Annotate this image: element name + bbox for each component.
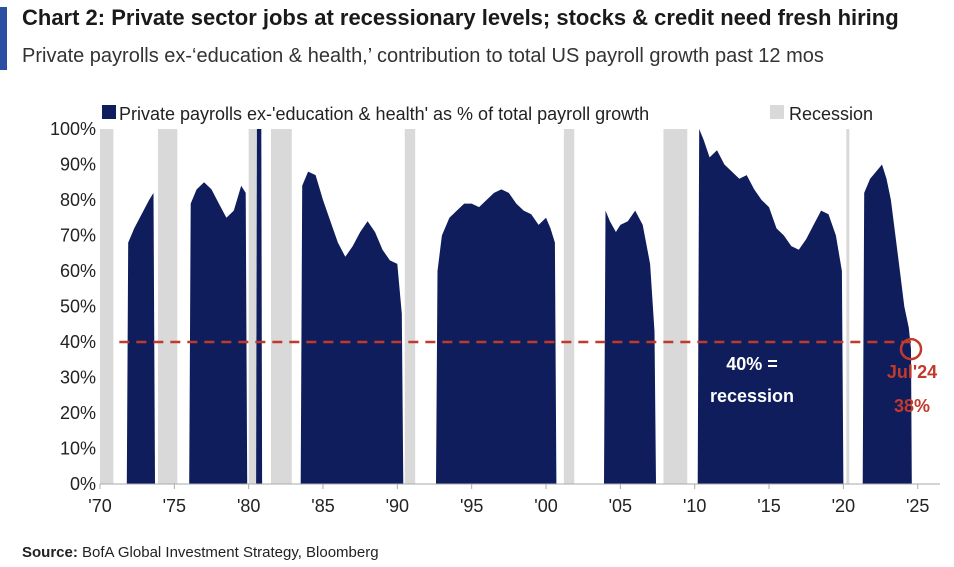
y-tick-label-10: 100% xyxy=(50,119,96,139)
y-tick-label-9: 90% xyxy=(60,155,96,175)
y-tick-label-6: 60% xyxy=(60,261,96,281)
series-segment-2 xyxy=(256,129,263,484)
recession-bands xyxy=(100,129,850,484)
title-accent-bar xyxy=(0,7,7,70)
y-tick-label-7: 70% xyxy=(60,226,96,246)
series-segment-1 xyxy=(189,182,248,485)
threshold-label-line1: 40% = xyxy=(726,354,778,374)
x-tick-label-7: '05 xyxy=(609,496,632,516)
x-tick-label-2: '80 xyxy=(237,496,260,516)
legend-label-series: Private payrolls ex-'education & health'… xyxy=(119,104,649,124)
chart-area: '70 '75 '80 '85 '90 '95 '00 '05 '10 '15 '20 '25 0% 10… xyxy=(50,104,940,516)
threshold xyxy=(119,337,923,361)
x-tick-label-3: '85 xyxy=(311,496,334,516)
callout-label-value: 38% xyxy=(894,396,930,416)
y-tick-label-5: 50% xyxy=(60,297,96,317)
source-text: BofA Global Investment Strategy, Bloombe… xyxy=(82,544,379,561)
x-tick-label-9: '15 xyxy=(757,496,780,516)
chart-subtitle: Private payrolls ex-‘education & health,… xyxy=(22,45,824,67)
threshold-label-line2: recession xyxy=(710,386,794,406)
source-label: Source: xyxy=(22,544,78,561)
x-tick-label-1: '75 xyxy=(163,496,186,516)
series-segment-0 xyxy=(126,192,155,484)
callout-label-date: Jul'24 xyxy=(887,362,937,382)
chart-title: Chart 2: Private sector jobs at recessio… xyxy=(22,5,899,30)
recession-band-6 xyxy=(663,129,688,484)
x-tick-label-11: '25 xyxy=(906,496,929,516)
y-tick-label-1: 10% xyxy=(60,439,96,459)
x-tick-label-5: '95 xyxy=(460,496,483,516)
series-segment-3 xyxy=(300,171,404,484)
y-tick-label-0: 0% xyxy=(70,474,96,494)
series-area xyxy=(126,129,912,485)
y-tick-label-3: 30% xyxy=(60,368,96,388)
x-tick-label-10: '20 xyxy=(832,496,855,516)
x-tick-label-6: '00 xyxy=(534,496,557,516)
recession-band-1 xyxy=(157,129,178,484)
y-tick-label-2: 20% xyxy=(60,403,96,423)
recession-band-2 xyxy=(248,129,257,484)
recession-band-5 xyxy=(563,129,575,484)
callout-circle xyxy=(899,337,923,361)
series-segment-5 xyxy=(604,210,656,484)
legend-label-recession: Recession xyxy=(789,104,873,124)
legend-swatch-series xyxy=(102,105,116,119)
recession-band-4 xyxy=(404,129,416,484)
x-tick-label-0: '70 xyxy=(88,496,111,516)
legend-swatch-recession xyxy=(770,105,784,119)
y-tick-label-8: 80% xyxy=(60,190,96,210)
source-note: Source: BofA Global Investment Strategy,… xyxy=(22,544,379,561)
axes: '70 '75 '80 '85 '90 '95 '00 '05 '10 '15 '20 '25 0% 10… xyxy=(50,119,940,516)
series-segment-7 xyxy=(862,164,912,484)
recession-band-7 xyxy=(846,129,850,484)
recession-band-3 xyxy=(270,129,292,484)
series-segment-4 xyxy=(436,189,557,484)
legend: Private payrolls ex-'education & health'… xyxy=(102,104,873,124)
series-segment-6 xyxy=(697,129,844,484)
y-tick-label-4: 40% xyxy=(60,332,96,352)
x-tick-label-8: '10 xyxy=(683,496,706,516)
recession-band-0 xyxy=(100,129,114,484)
annotations: 40% = recession Jul'24 38% xyxy=(710,354,937,416)
x-tick-label-4: '90 xyxy=(386,496,409,516)
